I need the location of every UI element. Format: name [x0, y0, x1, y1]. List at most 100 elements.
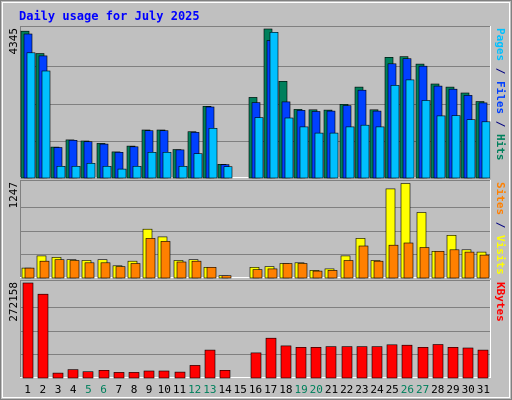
- bar-sites-day-18: [282, 263, 293, 279]
- bar-pages-day-20: [314, 132, 324, 179]
- bar-pages-day-18: [284, 117, 294, 179]
- bar-kbytes-day-18: [280, 345, 292, 379]
- bar-pages-day-23: [360, 124, 370, 179]
- bar-pages-day-3: [56, 166, 66, 179]
- bar-pages-day-22: [345, 126, 355, 179]
- day-label: 29: [446, 383, 459, 396]
- day-label: 13: [203, 383, 216, 396]
- bar-kbytes-day-5: [82, 371, 94, 379]
- bar-pages-day-29: [451, 115, 461, 179]
- bar-sites-day-13: [206, 266, 217, 279]
- bar-sites-day-31: [479, 254, 490, 279]
- bar-kbytes-day-25: [386, 344, 398, 379]
- day-label: 4: [70, 383, 77, 396]
- bar-pages-day-8: [132, 166, 142, 179]
- bar-pages-day-21: [329, 132, 339, 179]
- day-label: 20: [310, 383, 323, 396]
- bar-sites-day-1: [24, 267, 35, 279]
- day-label: 21: [325, 383, 338, 396]
- legend-part: Hits: [494, 134, 507, 161]
- legend-part: Visits: [494, 235, 507, 275]
- y-max-label: 272158: [7, 282, 20, 322]
- day-label: 7: [115, 383, 122, 396]
- bar-pages-day-12: [193, 153, 203, 179]
- bar-sites-day-12: [191, 260, 202, 279]
- bar-kbytes-day-24: [371, 346, 383, 379]
- bar-kbytes-day-29: [447, 346, 459, 379]
- day-label: 2: [39, 383, 46, 396]
- bar-kbytes-day-9: [143, 370, 155, 379]
- day-label: 5: [85, 383, 92, 396]
- day-label: 17: [264, 383, 277, 396]
- chart-title: Daily usage for July 2025: [19, 9, 200, 23]
- bar-sites-day-6: [100, 262, 111, 279]
- day-label: 25: [386, 383, 399, 396]
- bar-sites-day-5: [84, 262, 95, 279]
- day-label: 14: [218, 383, 232, 396]
- day-label: 6: [100, 383, 107, 396]
- day-label: 31: [477, 383, 490, 396]
- bar-kbytes-day-13: [204, 349, 216, 379]
- bar-sites-day-20: [312, 270, 323, 279]
- bar-pages-day-5: [86, 163, 96, 179]
- bar-pages-day-2: [41, 70, 51, 179]
- bar-sites-day-8: [130, 263, 141, 279]
- bar-kbytes-day-12: [189, 365, 201, 379]
- bar-kbytes-day-23: [356, 346, 368, 379]
- bar-pages-day-9: [147, 152, 157, 179]
- bar-kbytes-day-11: [174, 371, 186, 379]
- bar-kbytes-day-19: [295, 346, 307, 379]
- day-label: 18: [279, 383, 292, 396]
- day-label: 9: [146, 383, 153, 396]
- bar-pages-day-10: [162, 152, 172, 179]
- bar-kbytes-day-27: [417, 346, 429, 379]
- bar-kbytes-day-2: [37, 293, 49, 379]
- bar-kbytes-day-26: [401, 344, 413, 379]
- bar-sites-day-27: [419, 247, 430, 279]
- legend-part: Files: [494, 81, 507, 114]
- legend-part: /: [494, 215, 507, 235]
- bar-sites-day-10: [160, 241, 171, 279]
- day-label: 1: [24, 383, 31, 396]
- bar-sites-day-25: [388, 244, 399, 279]
- bar-pages-day-31: [481, 121, 491, 179]
- bar-kbytes-day-8: [128, 372, 140, 379]
- y-max-label: 1247: [7, 182, 20, 209]
- y-max-label: 4345: [7, 28, 20, 55]
- bar-sites-day-2: [39, 260, 50, 279]
- bar-kbytes-day-1: [22, 282, 34, 379]
- bar-kbytes-day-3: [52, 372, 64, 379]
- bar-kbytes-day-17: [265, 337, 277, 379]
- bar-kbytes-day-31: [477, 349, 489, 379]
- panel-kbytes: 272158 KBytes: [7, 280, 507, 379]
- bar-pages-day-13: [208, 128, 218, 179]
- bar-sites-day-4: [69, 260, 80, 279]
- panel-visits-sites: 1247 Sites / Visits: [7, 180, 507, 279]
- bar-pages-day-25: [390, 85, 400, 179]
- series-legend-label: Pages / Files / Hits: [494, 28, 507, 161]
- bar-pages-day-19: [299, 126, 309, 179]
- bar-pages-day-7: [117, 168, 127, 179]
- bar-pages-day-4: [71, 166, 81, 179]
- bar-sites-day-3: [54, 259, 65, 279]
- bar-sites-day-24: [373, 260, 384, 279]
- legend-part: Pages: [494, 28, 507, 61]
- day-label: 12: [188, 383, 201, 396]
- day-label: 22: [340, 383, 353, 396]
- bar-sites-day-14: [221, 275, 232, 279]
- bar-kbytes-day-16: [250, 352, 262, 379]
- bar-kbytes-day-10: [158, 370, 170, 379]
- bar-pages-day-11: [178, 166, 188, 179]
- day-label: 26: [401, 383, 414, 396]
- bar-sites-day-28: [434, 251, 445, 279]
- day-label: 19: [294, 383, 307, 396]
- day-label: 10: [158, 383, 171, 396]
- bar-sites-day-23: [358, 245, 369, 279]
- bar-kbytes-day-22: [341, 346, 353, 379]
- day-label: 27: [416, 383, 429, 396]
- bar-kbytes-day-30: [462, 347, 474, 379]
- bar-pages-day-17: [269, 31, 279, 179]
- bar-kbytes-day-4: [67, 369, 79, 379]
